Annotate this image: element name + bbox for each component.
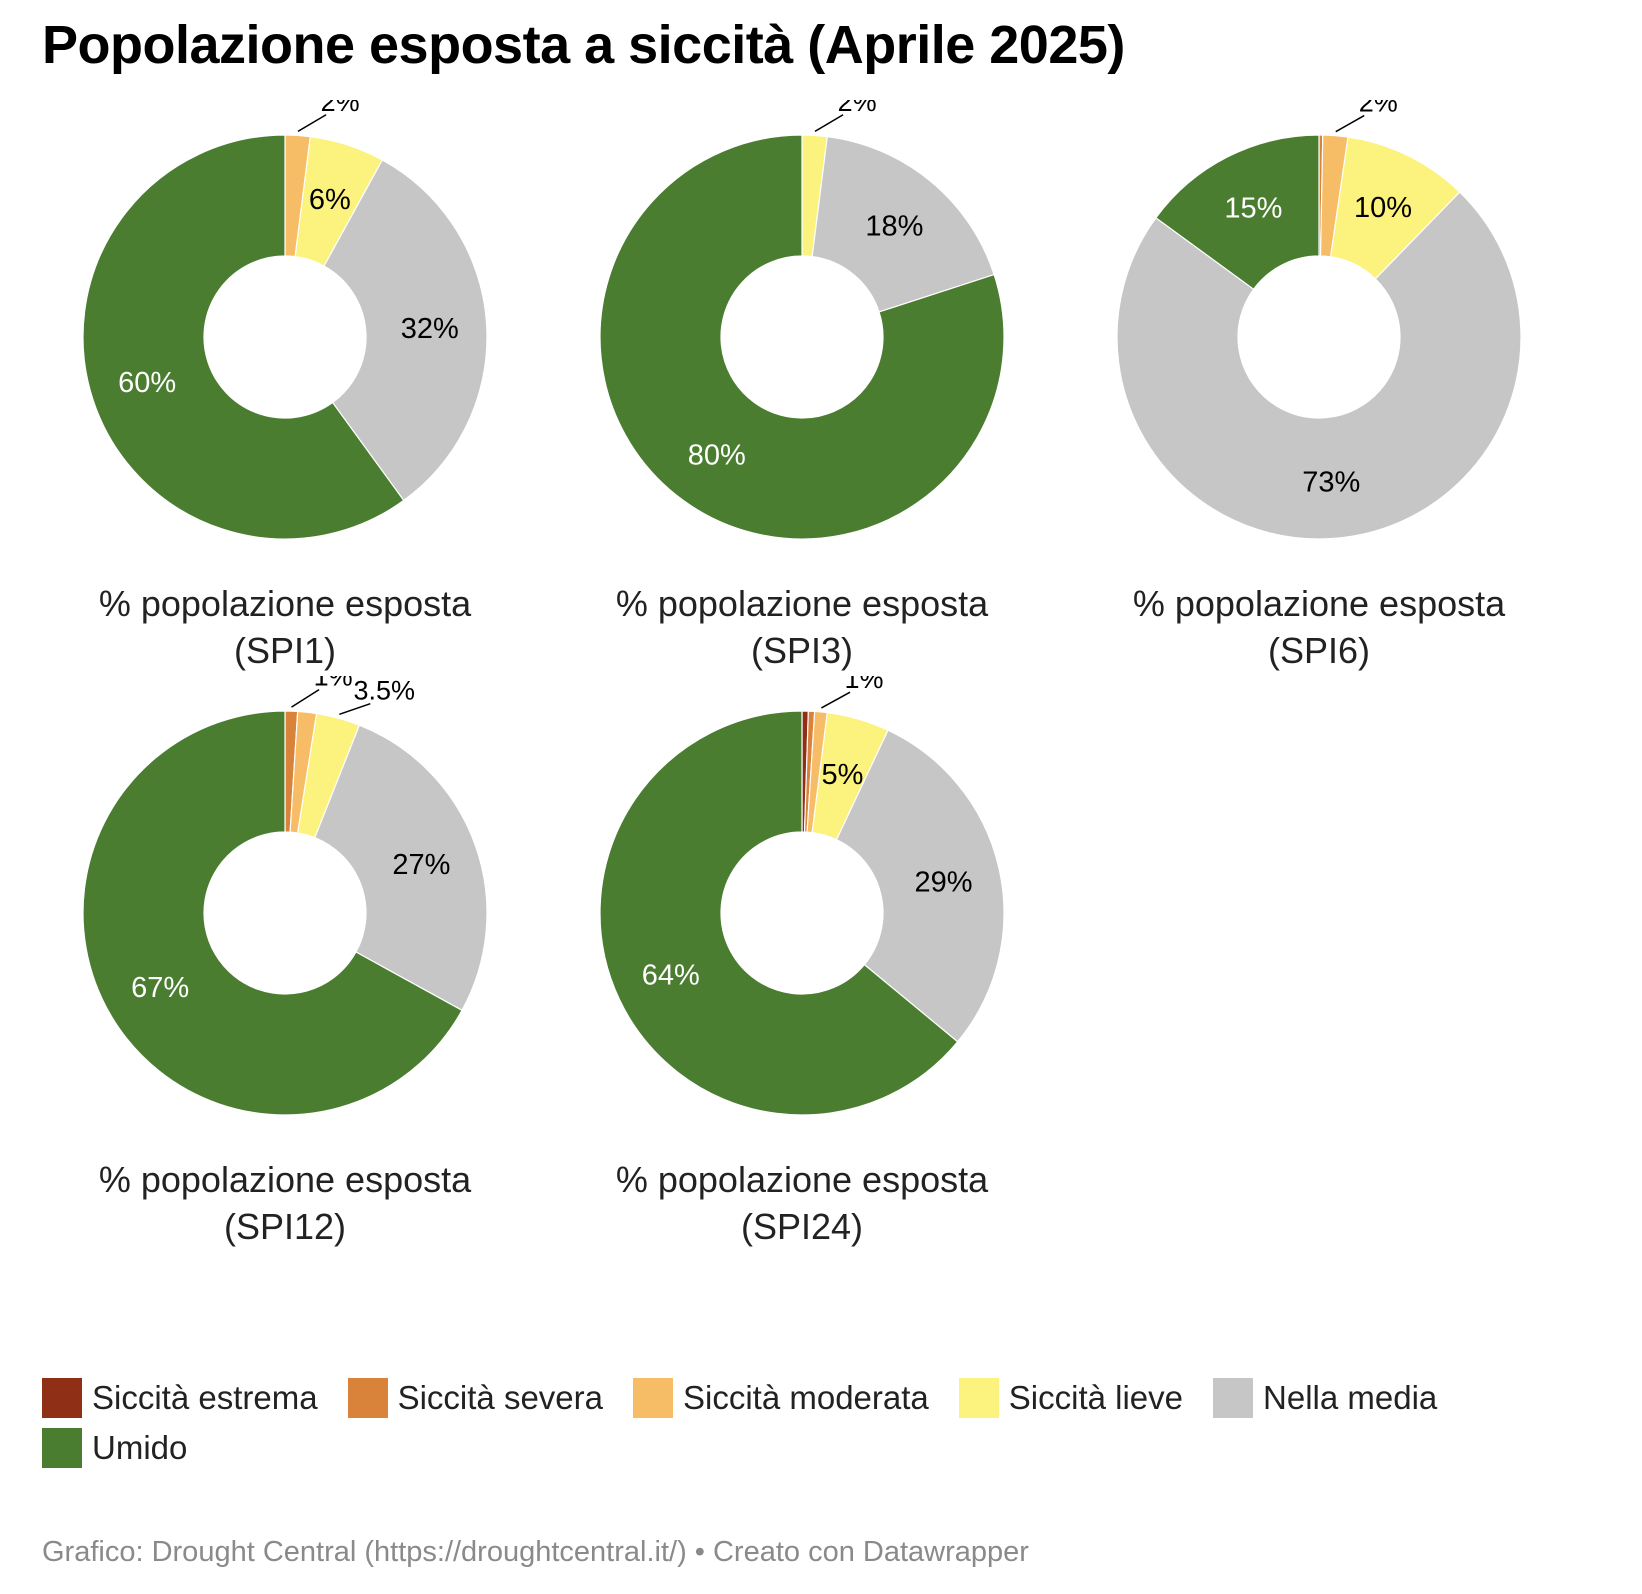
chart-caption: % popolazione esposta (SPI3) (582, 580, 1022, 674)
slice-label: 67% (131, 972, 189, 1004)
slice-label: 2% (321, 100, 360, 117)
legend-swatch (633, 1378, 673, 1418)
legend-swatch (1213, 1378, 1254, 1418)
slice-nella-media (835, 729, 1005, 1043)
legend-swatch (42, 1428, 82, 1468)
slice-label: 10% (1354, 192, 1412, 224)
chart-caption: % popolazione esposta (SPI6) (1099, 580, 1539, 674)
legend-label: Umido (92, 1429, 188, 1466)
legend-label: Siccità severa (397, 1379, 603, 1416)
slice-umido (599, 134, 1005, 540)
slice-nella-media (1116, 191, 1522, 540)
donut-svg: 2% 18% 80% (599, 100, 1005, 540)
slice-label: 29% (914, 866, 972, 898)
slice-label: 1% (314, 676, 353, 692)
caption-line-1: % popolazione esposta (615, 1159, 989, 1200)
slice-label: 80% (688, 439, 746, 471)
legend-label: Siccità lieve (1008, 1379, 1184, 1416)
donut-svg: 2% 6% 32% 60% (82, 100, 488, 540)
slice-label: 15% (1224, 193, 1282, 225)
chart-caption: % popolazione esposta (SPI12) (65, 1156, 505, 1250)
source-footer: Grafico: Drought Central (https://drough… (42, 1536, 1029, 1568)
slice-nella-media (323, 159, 488, 502)
caption-line-2: (SPI3) (750, 630, 854, 671)
legend-swatch (42, 1378, 82, 1418)
legend: Siccità estrema Siccità severa Siccità m… (42, 1378, 1582, 1468)
slice-label: 3.5% (354, 676, 416, 706)
donut-chart-spi6: 2% 10% 73% 15% % popolazione esposta (SPI6) (1099, 100, 1619, 700)
caption-line-1: % popolazione esposta (615, 583, 989, 624)
slice-label: 32% (401, 313, 459, 345)
legend-swatch (958, 1378, 999, 1418)
slice-nella-media (811, 135, 995, 313)
slice-label: 2% (838, 100, 877, 117)
slice-label: 2% (1359, 100, 1398, 118)
caption-line-1: % popolazione esposta (98, 583, 472, 624)
donut-svg: 2% 10% 73% 15% (1116, 100, 1522, 540)
label-leader-line (339, 703, 371, 716)
chart-title: Popolazione esposta a siccità (Aprile 20… (42, 15, 1125, 75)
slice-nella-media (314, 724, 488, 1012)
legend-label: Siccità moderata (683, 1379, 929, 1416)
slice-label: 27% (392, 849, 450, 881)
donut-svg: 1% 3.5% 27% 67% (82, 676, 488, 1116)
chart-caption: % popolazione esposta (SPI24) (582, 1156, 1022, 1250)
donut-svg: 1% 5% 29% 64% (599, 676, 1005, 1116)
label-leader-line (821, 691, 851, 709)
label-leader-line (297, 114, 327, 133)
slice-umido (82, 134, 405, 540)
chart-caption: % popolazione esposta (SPI1) (65, 580, 505, 674)
legend-item: Siccità lieve (958, 1378, 1184, 1418)
caption-line-1: % popolazione esposta (98, 1159, 472, 1200)
legend-label: Siccità estrema (92, 1379, 318, 1416)
legend-item: Siccità estrema (42, 1378, 318, 1418)
legend-item: Siccità moderata (633, 1378, 929, 1418)
slice-label: 1% (845, 676, 884, 694)
slice-label: 60% (118, 367, 176, 399)
caption-line-2: (SPI24) (740, 1206, 864, 1247)
caption-line-2: (SPI1) (233, 630, 337, 671)
donut-chart-spi24: 1% 5% 29% 64% % popolazione esposta (SPI24) (582, 676, 1102, 1276)
label-leader-line (1335, 114, 1365, 133)
donut-chart-spi1: 2% 6% 32% 60% % popolazione esposta (SPI1) (65, 100, 585, 700)
slice-label: 6% (309, 184, 351, 216)
legend-label: Nella media (1263, 1379, 1438, 1416)
slice-umido (1155, 134, 1320, 291)
slice-label: 5% (821, 759, 863, 791)
slice-label: 18% (865, 210, 923, 242)
legend-item: Nella media (1213, 1378, 1437, 1418)
slice-label: 64% (642, 960, 700, 992)
donut-chart-spi12: 1% 3.5% 27% 67% % popolazione esposta (SPI1… (65, 676, 585, 1276)
slice-label: 73% (1302, 466, 1360, 498)
donut-chart-spi3: 2% 18% 80% % popolazione esposta (SPI3) (582, 100, 1102, 700)
label-leader-line (814, 114, 844, 133)
caption-line-2: (SPI12) (223, 1206, 347, 1247)
label-leader-line (291, 688, 320, 708)
caption-line-1: % popolazione esposta (1132, 583, 1506, 624)
legend-item: Siccità severa (347, 1378, 603, 1418)
legend-item: Umido (42, 1428, 187, 1468)
caption-line-2: (SPI6) (1267, 630, 1371, 671)
slice-umido (82, 710, 463, 1116)
legend-swatch (347, 1378, 388, 1418)
slice-umido (599, 710, 959, 1116)
